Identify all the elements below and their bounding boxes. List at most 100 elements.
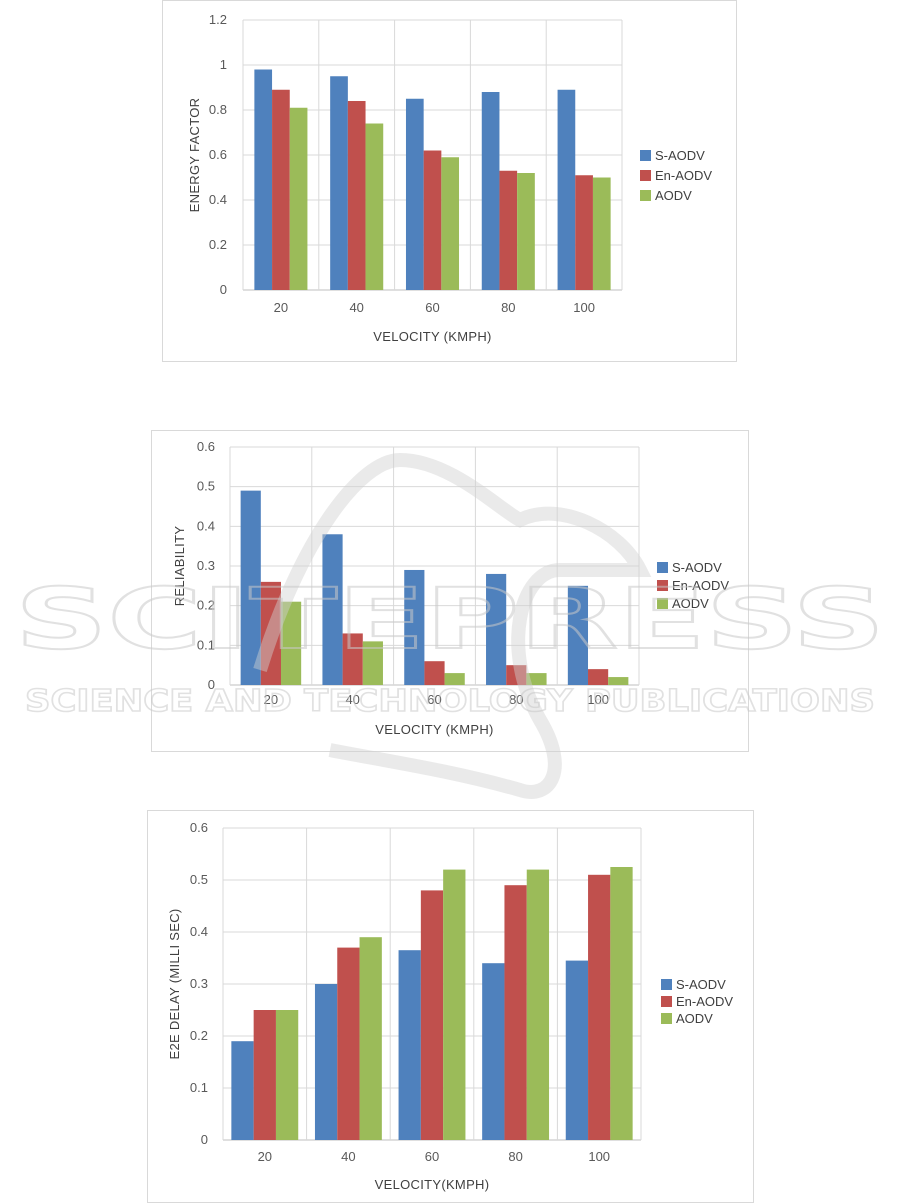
bar-aodv-60 [443,869,466,1140]
legend-label-aodv: AODV [676,1011,713,1026]
bar-s-aodv-40 [314,984,338,1140]
bar-s-aodv-60 [404,569,425,685]
x-axis-title: VELOCITY (KMPH) [373,329,491,344]
x-tick-label: 20 [274,300,288,315]
bar-aodv-60 [441,157,460,290]
bar-aodv-40 [362,641,383,685]
e2e-delay-chart-svg: 0 0.1 0.2 0.3 0.4 0.5 0.6 20 40 60 80 100 VELOCITY(K… [167,820,733,1192]
legend-swatch-s-aodv [657,562,668,573]
bar-s-aodv-80 [481,92,500,290]
bar-en-aodv-40 [347,101,366,290]
x-tick-label: 100 [588,1149,610,1164]
bar-en-aodv-20 [260,581,281,685]
legend-label-en-aodv: En-AODV [676,994,733,1009]
x-tick-label: 80 [509,692,523,707]
y-tick-label: 0 [220,282,227,297]
x-tick-label: 40 [345,692,359,707]
bar-aodv-100 [592,177,611,290]
legend-label-aodv: AODV [655,188,692,203]
x-tick-label: 100 [587,692,609,707]
y-axis-title: RELIABILITY [172,526,187,607]
legend-label-en-aodv: En-AODV [672,578,729,593]
y-tick-label: 0.4 [197,518,215,533]
bar-aodv-100 [608,677,629,685]
bar-aodv-60 [444,673,465,685]
y-tick-label: 0.2 [190,1028,208,1043]
bar-en-aodv-40 [337,947,360,1140]
bar-s-aodv-100 [565,960,589,1140]
legend-swatch-en-aodv [640,170,651,181]
bar-s-aodv-40 [322,534,343,685]
legend-swatch-aodv [640,190,651,201]
bar-s-aodv-60 [398,950,421,1140]
y-tick-label: 0.2 [209,237,227,252]
bar-s-aodv-80 [486,573,507,685]
energy-factor-chart: 0 0.2 0.4 0.6 0.8 1 1.2 20 40 60 80 100 VELOCITY (KM… [162,0,737,362]
x-axis-title: VELOCITY (KMPH) [375,722,493,737]
bar-en-aodv-20 [272,89,290,290]
legend-swatch-aodv [661,1013,672,1024]
energy-factor-chart-svg: 0 0.2 0.4 0.6 0.8 1 1.2 20 40 60 80 100 VELOCITY (KM… [187,12,712,344]
legend-label-s-aodv: S-AODV [676,977,726,992]
reliability-chart-svg: 0 0.1 0.2 0.3 0.4 0.5 0.6 20 40 60 80 100 VELOCITY (… [172,439,729,737]
y-tick-label: 0.3 [197,558,215,573]
legend-swatch-en-aodv [661,996,672,1007]
bar-s-aodv-80 [482,963,505,1140]
legend-swatch-en-aodv [657,580,668,591]
legend-swatch-aodv [657,598,668,609]
bar-s-aodv-100 [557,89,576,290]
bar-en-aodv-80 [504,885,527,1140]
x-tick-label: 20 [264,692,278,707]
y-tick-label: 0.4 [190,924,208,939]
bar-aodv-20 [280,601,302,685]
reliability-chart: 0 0.1 0.2 0.3 0.4 0.5 0.6 20 40 60 80 100 VELOCITY (… [151,430,749,752]
bar-s-aodv-100 [567,585,589,685]
bar-en-aodv-80 [506,665,527,685]
y-tick-label: 0 [208,677,215,692]
y-tick-label: 0.1 [197,637,215,652]
bar-aodv-40 [365,123,384,290]
bar-aodv-20 [275,1010,299,1140]
x-tick-label: 40 [341,1149,355,1164]
bar-s-aodv-20 [231,1041,254,1140]
y-axis-title: E2E DELAY (MILLI SEC) [167,908,182,1059]
y-tick-label: 1 [220,57,227,72]
x-tick-label: 60 [425,300,439,315]
legend-label-en-aodv: En-AODV [655,168,712,183]
y-tick-label: 0.6 [197,439,215,454]
y-tick-label: 0.3 [190,976,208,991]
y-tick-label: 0.6 [209,147,227,162]
bar-s-aodv-20 [254,69,273,290]
legend-label-s-aodv: S-AODV [655,148,705,163]
bar-en-aodv-60 [423,150,442,290]
legend-swatch-s-aodv [640,150,651,161]
bar-en-aodv-100 [588,669,609,685]
y-tick-label: 0.2 [197,598,215,613]
legend-swatch-s-aodv [661,979,672,990]
y-tick-label: 0.6 [190,820,208,835]
y-tick-label: 1.2 [209,12,227,27]
x-tick-label: 60 [425,1149,439,1164]
y-tick-label: 0.8 [209,102,227,117]
legend-label-s-aodv: S-AODV [672,560,722,575]
bar-en-aodv-60 [420,890,444,1140]
bar-en-aodv-80 [499,170,518,290]
x-tick-label: 80 [501,300,515,315]
bar-aodv-20 [289,107,308,290]
bar-aodv-80 [526,869,550,1140]
e2e-delay-chart: 0 0.1 0.2 0.3 0.4 0.5 0.6 20 40 60 80 100 VELOCITY(K… [147,810,754,1203]
x-tick-label: 40 [349,300,363,315]
x-axis-title: VELOCITY(KMPH) [375,1177,490,1192]
bar-en-aodv-100 [588,874,611,1140]
bar-s-aodv-40 [330,76,348,290]
x-tick-label: 80 [508,1149,522,1164]
bar-aodv-100 [610,867,633,1140]
y-tick-label: 0.1 [190,1080,208,1095]
y-tick-label: 0.5 [197,479,215,494]
legend-label-aodv: AODV [672,596,709,611]
y-tick-label: 0 [201,1132,208,1147]
bar-s-aodv-20 [240,490,261,685]
bar-en-aodv-60 [424,661,445,685]
bar-s-aodv-60 [405,98,424,290]
y-tick-label: 0.4 [209,192,227,207]
